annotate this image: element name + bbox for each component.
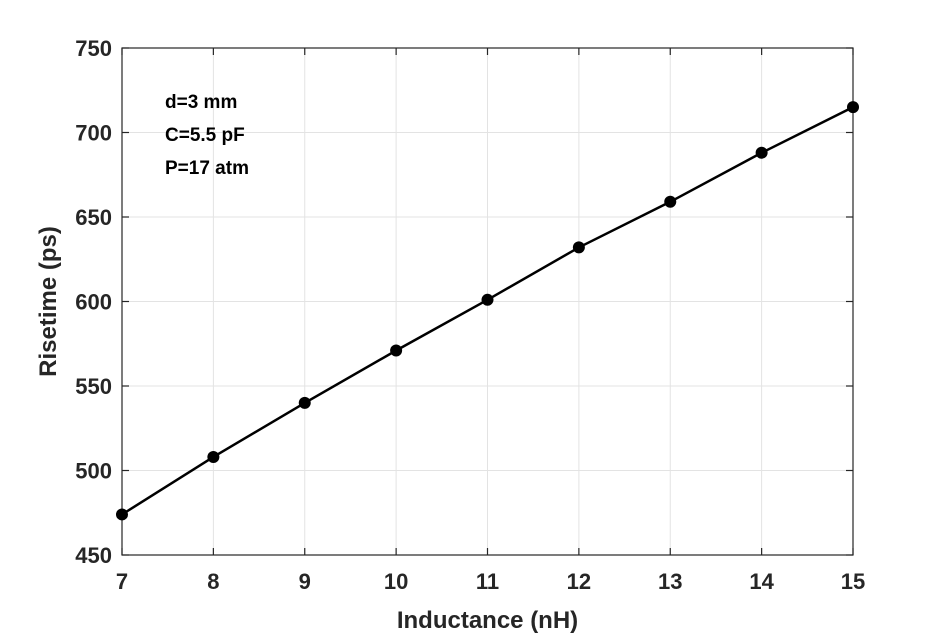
y-tick-label: 550 (75, 374, 112, 399)
annotation-text: C=5.5 pF (165, 125, 245, 146)
x-tick-label: 15 (841, 569, 865, 594)
y-tick-label: 650 (75, 205, 112, 230)
annotation-text: P=17 atm (165, 158, 249, 179)
y-tick-label: 600 (75, 290, 112, 315)
x-tick-label: 14 (749, 569, 774, 594)
data-point (390, 344, 403, 357)
annotation-text: d=3 mm (165, 92, 237, 113)
axis-ticks: 7 8 9 10 11 12 13 14 15 450 500 550 600 650 700 750 (75, 36, 865, 594)
x-tick-label: 12 (567, 569, 591, 594)
y-axis-label: Risetime (ps) (35, 226, 62, 377)
annotations: d=3 mm C=5.5 pF P=17 atm (165, 92, 249, 179)
x-tick-label: 10 (384, 569, 408, 594)
x-tick-label: 7 (116, 569, 128, 594)
data-point (664, 195, 677, 208)
x-tick-label: 8 (207, 569, 219, 594)
data-point (481, 293, 494, 306)
data-point (207, 450, 220, 463)
data-point (116, 508, 128, 521)
data-point (755, 146, 768, 159)
x-axis-label: Inductance (nH) (397, 607, 578, 634)
y-tick-label: 750 (75, 36, 112, 61)
x-tick-label: 13 (658, 569, 682, 594)
y-tick-label: 450 (75, 543, 112, 568)
x-tick-label: 9 (299, 569, 311, 594)
y-tick-label: 500 (75, 459, 112, 484)
y-tick-label: 700 (75, 121, 112, 146)
data-point (572, 241, 585, 254)
series-group (116, 101, 859, 521)
data-point (847, 101, 859, 114)
x-tick-label: 11 (476, 569, 499, 594)
data-point (298, 396, 311, 409)
